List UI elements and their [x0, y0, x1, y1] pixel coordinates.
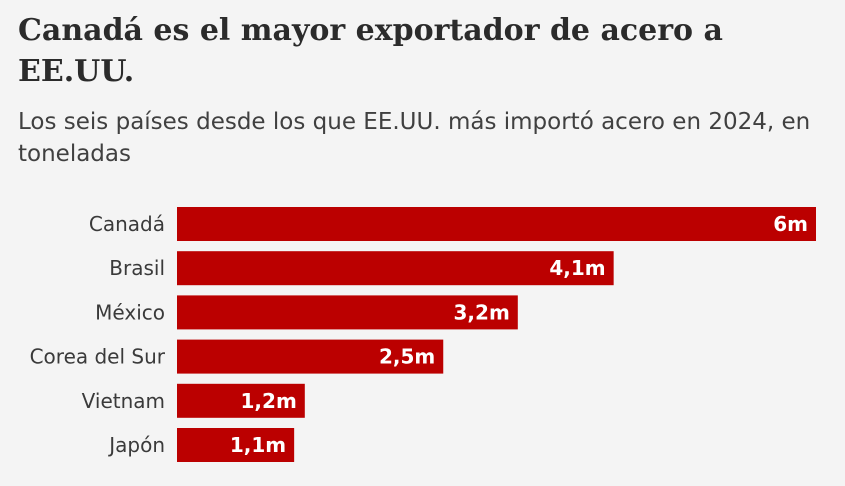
- bar-0: [177, 207, 816, 241]
- category-label-5: Japón: [107, 433, 165, 457]
- category-label-0: Canadá: [89, 212, 165, 236]
- bar-4: [177, 383, 305, 418]
- bar-5: [177, 428, 295, 462]
- category-label-2: México: [95, 300, 165, 324]
- bar-1: [177, 251, 614, 286]
- bar-2: [177, 295, 518, 330]
- category-label-1: Brasil: [109, 256, 165, 280]
- data-label-4: 1,2m: [241, 389, 297, 413]
- data-label-0: 6m: [773, 212, 808, 236]
- data-label-1: 4,1m: [549, 256, 605, 280]
- data-label-5: 1,1m: [230, 433, 286, 457]
- data-label-3: 2,5m: [379, 345, 435, 369]
- category-label-4: Vietnam: [82, 389, 165, 413]
- data-label-2: 3,2m: [454, 300, 510, 324]
- chart-subtitle: Los seis países desde los que EE.UU. más…: [18, 109, 811, 167]
- bar-3: [177, 339, 444, 374]
- category-label-3: Corea del Sur: [30, 345, 166, 369]
- chart-title: Canadá es el mayor exportador de acero a…: [18, 13, 723, 89]
